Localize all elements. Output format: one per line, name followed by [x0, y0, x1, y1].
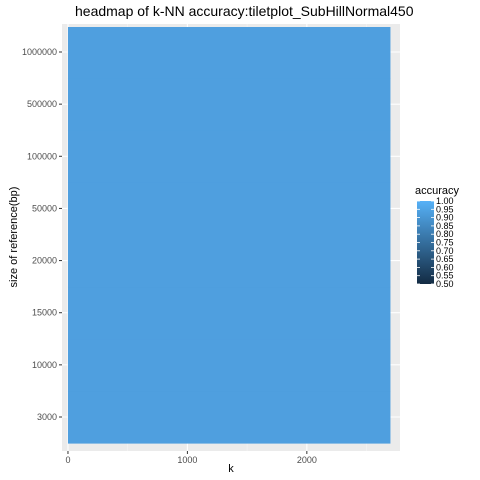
chart-title: headmap of k-NN accuracy:tiletplot_SubHi…	[75, 3, 414, 19]
y-tick-label: 500000	[27, 99, 57, 109]
heatmap-tile	[68, 339, 390, 392]
y-tick-label: 20000	[32, 256, 57, 266]
heatmap-tile	[68, 27, 390, 79]
x-axis-ticks: 0 1000 2000	[65, 451, 316, 465]
heatmap-tiles	[68, 27, 390, 444]
heatmap-tile	[68, 130, 390, 183]
y-axis-ticks: 3000 10000 15000 20000 50000 100000 500000 1000…	[22, 47, 62, 422]
heatmap-tile	[68, 391, 390, 444]
legend: accuracy 1.000.950.900.850.800.750.700.6…	[415, 185, 460, 289]
x-tick-label: 0	[65, 455, 70, 465]
y-tick-label: 100000	[27, 151, 57, 161]
heatmap-tile	[68, 182, 390, 235]
y-tick-label: 10000	[32, 360, 57, 370]
y-tick-label: 15000	[32, 308, 57, 318]
y-tick-label: 1000000	[22, 47, 57, 57]
heatmap-tile	[68, 235, 390, 288]
y-axis-label: size of reference(bp)	[8, 187, 20, 288]
x-axis-label: k	[228, 463, 234, 475]
heatmap-tile	[68, 287, 390, 340]
x-tick-label: 2000	[297, 455, 317, 465]
x-tick-label: 1000	[177, 455, 197, 465]
legend-tick-label: 0.50	[436, 279, 454, 289]
y-tick-label: 50000	[32, 203, 57, 213]
y-tick-label: 3000	[37, 412, 57, 422]
heatmap-tile	[68, 78, 390, 131]
